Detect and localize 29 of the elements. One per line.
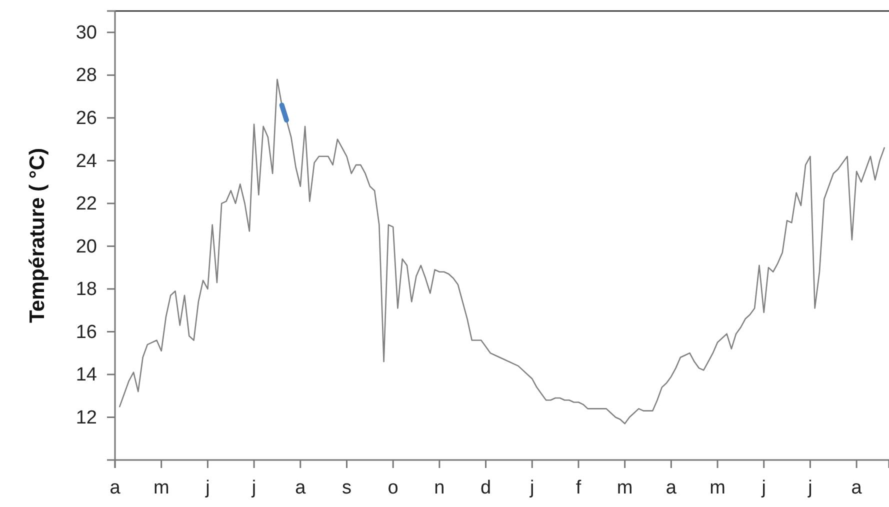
x-tick-label: n: [434, 477, 445, 498]
x-tick-label: o: [388, 477, 398, 498]
x-tick-label: j: [204, 477, 210, 498]
x-tick-label: a: [666, 477, 677, 498]
y-tick-label: 14: [76, 364, 98, 386]
y-tick-label: 28: [76, 65, 97, 86]
x-tick-label: m: [153, 477, 170, 498]
x-tick-label: a: [110, 477, 121, 498]
x-tick-label: m: [710, 477, 726, 498]
y-tick-label: 18: [76, 279, 97, 300]
x-tick-label: s: [342, 477, 352, 498]
y-axis-title: Température ( °C): [26, 148, 49, 323]
line-series: [118, 78, 886, 424]
x-tick-label: j: [760, 477, 766, 498]
x-tick-label: j: [250, 477, 256, 498]
y-tick-label: 26: [76, 108, 97, 129]
y-tick-label: 12: [76, 407, 97, 428]
x-tick-label: f: [576, 477, 582, 498]
y-tick-label: 24: [76, 150, 98, 172]
x-tick-label: j: [807, 477, 812, 498]
y-tick-label: 30: [76, 22, 97, 44]
x-tick-label: j: [529, 477, 534, 498]
x-tick-label: m: [616, 477, 633, 498]
x-tick-label: d: [480, 477, 492, 498]
y-tick-label: 20: [76, 236, 97, 258]
x-tick-label: a: [851, 477, 862, 498]
y-tick-label: 16: [76, 322, 97, 343]
x-tick-label: a: [295, 477, 306, 498]
y-tick-label: 22: [76, 194, 97, 215]
